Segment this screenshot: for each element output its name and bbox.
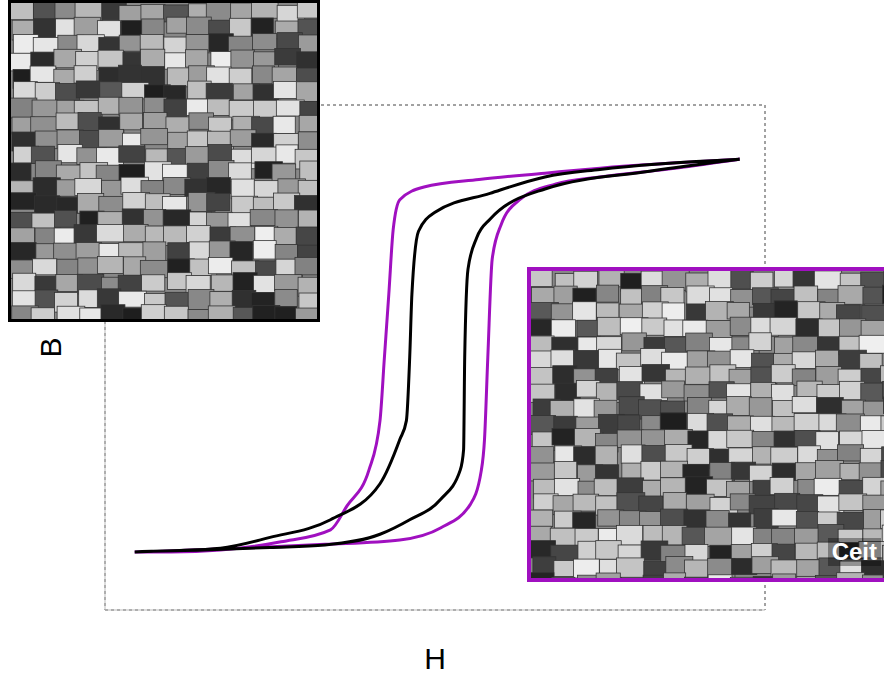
svg-text:H: H <box>424 642 446 675</box>
html-text:Ceit: Ceit <box>831 538 877 565</box>
svg-text:B: B <box>34 337 67 357</box>
